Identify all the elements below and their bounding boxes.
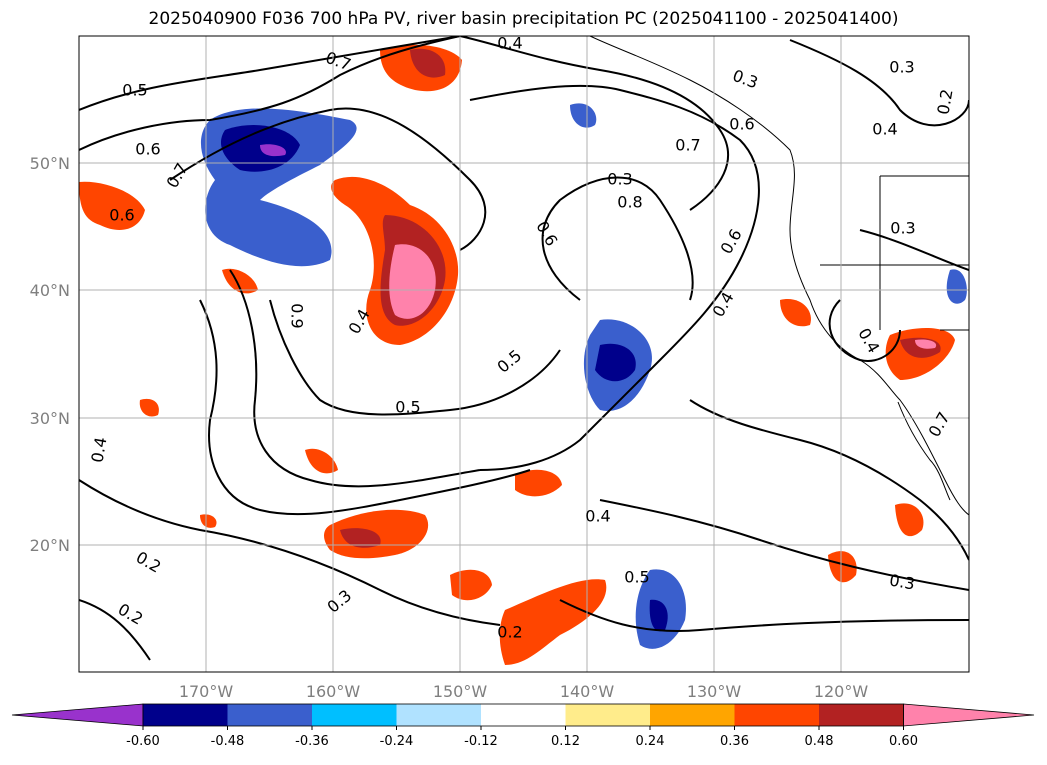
precip-shading bbox=[79, 44, 967, 665]
contour-label: 0.2 bbox=[133, 548, 165, 577]
contour-line bbox=[689, 399, 969, 561]
lon-label: 160°W bbox=[306, 682, 361, 701]
coastlines bbox=[589, 36, 969, 516]
positive-pc-blob-north bbox=[380, 44, 462, 92]
negative-pc-blob-east bbox=[946, 269, 967, 304]
map-frame bbox=[78, 35, 970, 673]
colorbar-tick-label: -0.36 bbox=[295, 734, 329, 749]
contour-label: 0.3 bbox=[324, 586, 356, 617]
colorbar: -0.60 -0.48 -0.36 -0.24 -0.12 0.12 0.24 0.36 0.4… bbox=[11, 703, 1035, 749]
contour-label: 0.4 bbox=[585, 507, 610, 526]
lat-label: 40°N bbox=[30, 281, 70, 300]
contour-line bbox=[828, 299, 901, 362]
contour-label: 0.4 bbox=[872, 120, 897, 139]
contour-label: 0.2 bbox=[933, 88, 956, 116]
negative-pc-blob-center bbox=[583, 319, 652, 411]
positive-pc-blob-south bbox=[324, 469, 607, 665]
contour-line bbox=[79, 36, 461, 151]
colorbar-tick-label: 0.36 bbox=[720, 734, 749, 749]
colorbar-segment bbox=[734, 704, 819, 726]
lat-label: 20°N bbox=[30, 536, 70, 555]
contour-line bbox=[599, 499, 969, 591]
contour-label: 0.3 bbox=[889, 58, 914, 77]
contour-label: 0.4 bbox=[709, 289, 738, 321]
contour-line bbox=[169, 107, 487, 251]
lon-label: 130°W bbox=[687, 682, 742, 701]
colorbar-segment bbox=[650, 704, 735, 726]
contour-label: 0.5 bbox=[122, 81, 147, 100]
contour-label: 0.6 bbox=[532, 218, 561, 250]
positive-pc-blob-east bbox=[780, 299, 955, 583]
contour-line bbox=[459, 36, 730, 211]
gridlines bbox=[79, 36, 969, 672]
longitude-labels: 170°W 160°W 150°W 140°W 130°W 120°W bbox=[179, 682, 869, 701]
colorbar-segment bbox=[481, 704, 566, 726]
contour-label: 0.9 bbox=[288, 303, 307, 328]
contour-label: 0.2 bbox=[497, 623, 522, 642]
contour-label: 0.5 bbox=[395, 398, 420, 417]
colorbar-tick-label: -0.24 bbox=[380, 734, 414, 749]
contour-label: 0.8 bbox=[617, 193, 642, 212]
contour-label: 0.7 bbox=[675, 136, 700, 155]
contour-label: 0.7 bbox=[925, 409, 954, 441]
contour-line bbox=[469, 84, 760, 471]
contour-label: 0.3 bbox=[888, 570, 916, 593]
colorbar-tick-label: -0.60 bbox=[126, 734, 160, 749]
colorbar-tick-label: -0.48 bbox=[211, 734, 245, 749]
contour-label: 0.6 bbox=[135, 140, 160, 159]
colorbar-segment bbox=[819, 704, 904, 726]
colorbar-segment bbox=[565, 704, 650, 726]
colorbar-extend-low bbox=[11, 703, 144, 727]
contour-line bbox=[859, 229, 969, 271]
lon-label: 140°W bbox=[560, 682, 615, 701]
contour-label: 0.4 bbox=[854, 325, 883, 357]
colorbar-tick-label: 0.12 bbox=[551, 734, 580, 749]
contour-line bbox=[79, 479, 501, 626]
lat-label: 50°N bbox=[30, 154, 70, 173]
map-title: 2025040900 F036 700 hPa PV, river basin … bbox=[148, 9, 899, 29]
colorbar-extend-high bbox=[903, 703, 1035, 727]
colorbar-segment bbox=[227, 704, 312, 726]
colorbar-tick-label: -0.12 bbox=[464, 734, 498, 749]
contour-label: 0.4 bbox=[497, 34, 522, 53]
contour-line bbox=[199, 299, 531, 516]
positive-pc-blob-west bbox=[79, 181, 338, 528]
contour-label: 0.6 bbox=[109, 206, 134, 225]
contour-line bbox=[789, 39, 969, 127]
colorbar-segment bbox=[396, 704, 481, 726]
contour-line bbox=[559, 599, 969, 632]
contour-line bbox=[79, 36, 461, 111]
contour-line bbox=[229, 269, 481, 488]
negative-pc-blob-nw bbox=[570, 103, 597, 128]
colorbar-segment bbox=[143, 704, 228, 726]
colorbar-tick-label: 0.60 bbox=[889, 734, 918, 749]
colorbar-segment bbox=[312, 704, 397, 726]
lat-label: 30°N bbox=[30, 409, 70, 428]
lon-label: 170°W bbox=[179, 682, 234, 701]
contour-label: 0.5 bbox=[494, 346, 526, 377]
lon-label: 150°W bbox=[433, 682, 488, 701]
colorbar-tick-label: 0.24 bbox=[636, 734, 665, 749]
colorbar-tick-label: 0.48 bbox=[805, 734, 834, 749]
contour-label: 0.5 bbox=[624, 568, 649, 587]
contour-label: 0.3 bbox=[730, 66, 760, 93]
colorbar-frame bbox=[142, 703, 904, 727]
lon-label: 120°W bbox=[814, 682, 869, 701]
contour-label: 0.3 bbox=[890, 219, 915, 238]
latitude-labels: 50°N 40°N 30°N 20°N bbox=[30, 154, 70, 555]
contour-label: 0.3 bbox=[607, 170, 632, 189]
positive-pc-blob-center bbox=[331, 176, 459, 345]
contour-line bbox=[541, 176, 694, 301]
contour-label: 0.7 bbox=[163, 160, 192, 192]
contour-label: 0.6 bbox=[729, 115, 754, 134]
contour-label: 0.6 bbox=[717, 226, 746, 258]
contour-label: 0.4 bbox=[87, 436, 110, 464]
negative-pc-blob-north bbox=[200, 108, 357, 267]
contour-line bbox=[269, 299, 561, 416]
contour-line bbox=[79, 599, 151, 661]
pv-contours bbox=[79, 36, 969, 661]
